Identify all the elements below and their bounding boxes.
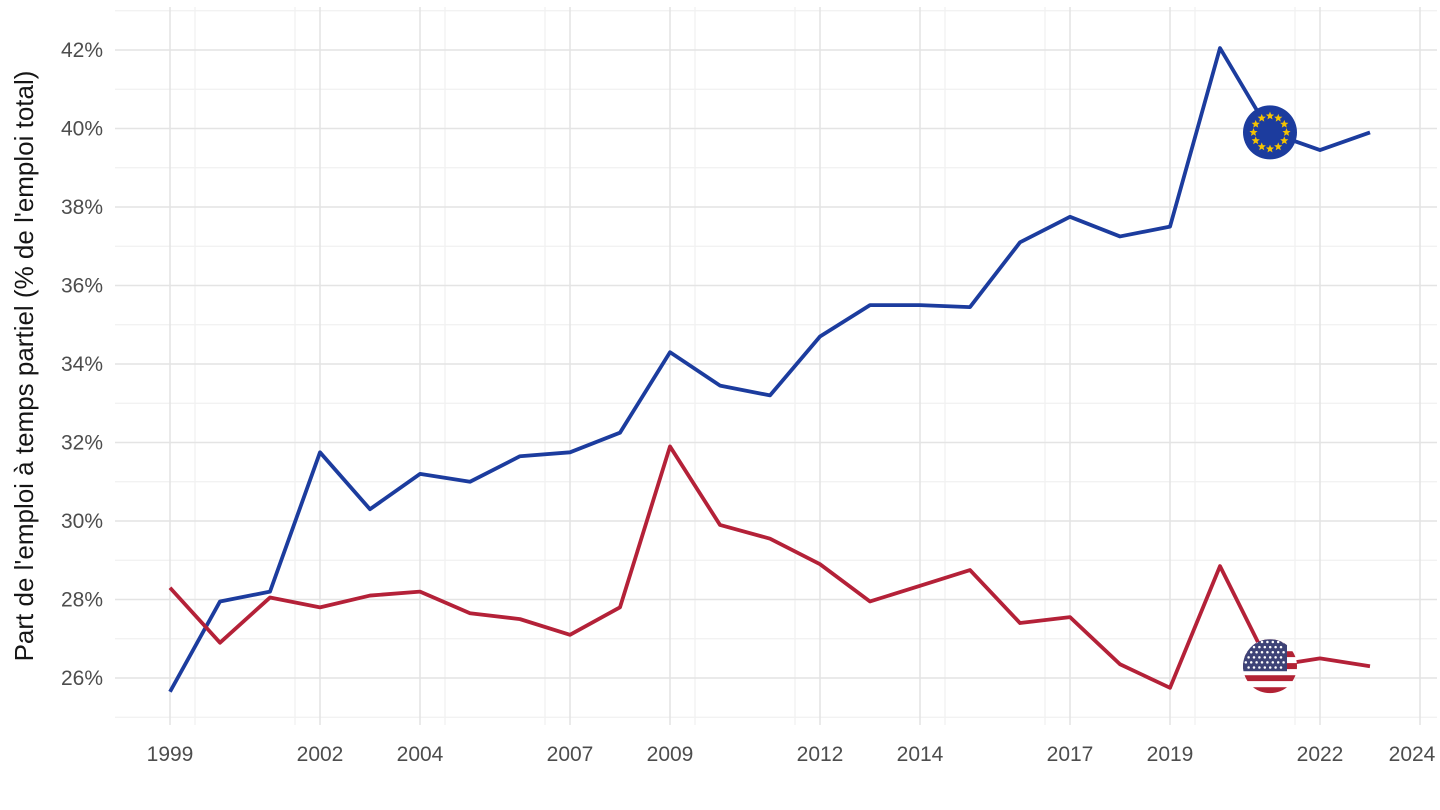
flag-markers — [1243, 105, 1297, 694]
us-stripe — [1243, 675, 1297, 682]
eu-star — [1274, 142, 1283, 151]
us-star-dot — [1244, 650, 1248, 654]
x-tick-label: 2014 — [897, 743, 944, 766]
us-star-dot — [1260, 661, 1264, 664]
x-tick-label: 2002 — [297, 743, 344, 766]
us-star-dot — [1247, 666, 1250, 669]
us-star-dot — [1258, 645, 1261, 649]
us-star-dot — [1282, 650, 1285, 654]
us-star-dot — [1247, 656, 1250, 659]
us-star-dot — [1271, 650, 1275, 654]
us-star-dot — [1266, 650, 1269, 654]
us-stripe — [1243, 681, 1297, 688]
us-star-dot — [1271, 661, 1275, 664]
eu-star — [1280, 136, 1289, 145]
us-star-dot — [1274, 656, 1277, 659]
y-tick-label: 26% — [61, 667, 103, 690]
x-tick-label: 2009 — [647, 743, 694, 766]
x-tick-label: 2012 — [797, 743, 844, 766]
us-star-dot — [1266, 661, 1269, 664]
eu-star — [1274, 113, 1283, 122]
us-star-dot — [1274, 666, 1277, 669]
us-star-dot — [1279, 666, 1283, 669]
gridlines — [115, 7, 1437, 725]
eu-star — [1280, 119, 1289, 128]
x-tick-label: 2004 — [397, 743, 444, 766]
x-tick-label: 2022 — [1297, 743, 1344, 766]
eu-star — [1257, 142, 1266, 151]
y-tick-label: 32% — [61, 432, 103, 455]
eu-star — [1265, 144, 1275, 153]
us-star-dot — [1276, 640, 1280, 644]
us-flag-icon — [1243, 639, 1297, 694]
y-tick-label: 36% — [61, 275, 103, 298]
x-tick-label: 2007 — [547, 743, 594, 766]
us-star-dot — [1263, 656, 1267, 659]
us-star-dot — [1249, 661, 1253, 664]
y-tick-label: 34% — [61, 353, 103, 376]
us-stripe — [1243, 687, 1297, 694]
eu-star — [1249, 128, 1258, 136]
us-star-dot — [1244, 640, 1248, 644]
y-tick-label: 38% — [61, 196, 103, 219]
us-star-dot — [1252, 656, 1256, 659]
series-lines — [168, 46, 1371, 693]
us-star-dot — [1279, 645, 1283, 649]
us-star-dot — [1260, 640, 1264, 644]
us-star-dot — [1258, 666, 1261, 669]
us-star-dot — [1260, 650, 1264, 654]
eu-series-line — [168, 46, 1371, 693]
y-tick-label: 28% — [61, 589, 103, 612]
eu-star — [1282, 128, 1291, 136]
us-star-dot — [1255, 661, 1258, 664]
us-star-dot — [1268, 645, 1272, 649]
x-tick-label: 2024 — [1389, 743, 1436, 766]
us-star-dot — [1271, 640, 1275, 644]
x-tick-label: 2019 — [1147, 743, 1194, 766]
axis-labels: 26% 28% 30% 32% 34% 36% 38% 40% 42% 1999 2002 2004 2… — [61, 39, 1436, 766]
us-star-dot — [1247, 645, 1250, 649]
us-star-dot — [1274, 645, 1277, 649]
us-star-dot — [1268, 656, 1272, 659]
eu-star — [1251, 119, 1260, 128]
y-tick-label: 30% — [61, 510, 103, 533]
us-star-dot — [1244, 661, 1248, 664]
us-star-dot — [1252, 645, 1256, 649]
y-tick-label: 42% — [61, 39, 103, 62]
us-star-dot — [1266, 640, 1269, 644]
eu-star — [1251, 136, 1260, 145]
us-star-dot — [1258, 656, 1261, 659]
us-series-line — [168, 444, 1371, 690]
us-star-dot — [1263, 666, 1267, 669]
eu-flag-icon — [1243, 105, 1297, 160]
us-star-dot — [1276, 650, 1280, 654]
eu-flag-circle — [1243, 105, 1297, 160]
y-tick-label: 40% — [61, 118, 103, 141]
us-star-dot — [1249, 640, 1253, 644]
us-star-dot — [1249, 650, 1253, 654]
us-star-dot — [1276, 661, 1280, 664]
eu-star — [1257, 113, 1266, 122]
us-stripe — [1243, 669, 1297, 676]
us-star-dot — [1282, 661, 1285, 664]
y-axis-title: Part de l'emploi à temps partiel (% de l… — [9, 71, 39, 662]
us-star-dot — [1252, 666, 1256, 669]
us-star-dot — [1279, 656, 1283, 659]
x-tick-label: 1999 — [147, 743, 194, 766]
us-star-dot — [1282, 640, 1285, 644]
eu-star — [1265, 111, 1275, 120]
us-star-dot — [1268, 666, 1272, 669]
us-star-dot — [1255, 650, 1258, 654]
x-tick-label: 2017 — [1047, 743, 1094, 766]
us-star-dot — [1263, 645, 1267, 649]
